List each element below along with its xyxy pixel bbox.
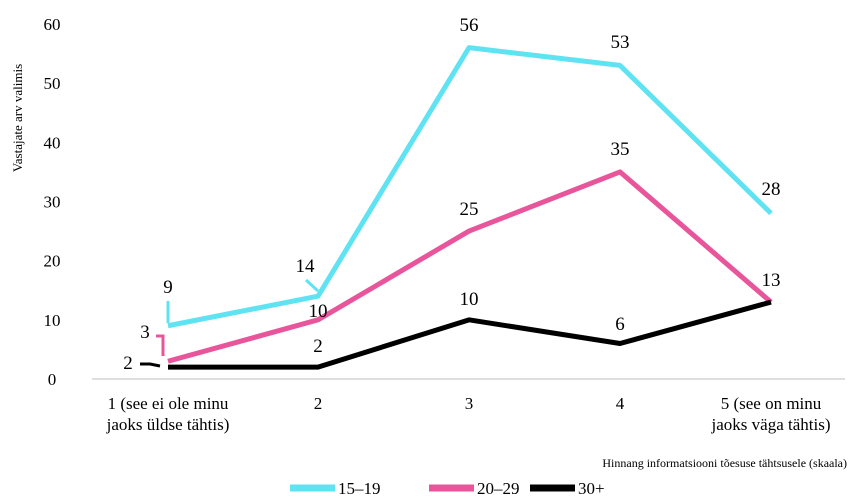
data-label: 10: [460, 289, 479, 310]
x-tick-label-line: 4: [616, 394, 625, 413]
legend-label: 20–29: [477, 479, 520, 497]
data-label: 28: [762, 179, 781, 200]
legend-item: 15–19: [290, 479, 381, 497]
leader-line: [140, 362, 161, 368]
y-tick-label: 10: [44, 311, 61, 330]
data-label: 10: [309, 301, 328, 322]
data-label: 53: [611, 32, 630, 53]
legend-item: 20–29: [429, 479, 520, 497]
data-label: 25: [460, 199, 479, 220]
series-line-1: [167, 169, 773, 364]
x-axis-ticks: 1 (see ei ole minu jaoks üldse tähtis) 2 3 4…: [106, 394, 831, 434]
x-tick-label-line: 3: [465, 394, 474, 413]
series-line-2: [168, 299, 772, 370]
y-tick-label: 60: [44, 15, 61, 34]
data-label: 13: [762, 270, 781, 291]
data-label: 2: [123, 353, 133, 374]
y-tick-label: 40: [44, 133, 61, 152]
data-label: 14: [296, 256, 316, 277]
y-tick-label: 0: [48, 370, 57, 389]
y-tick-label: 30: [44, 193, 61, 212]
y-axis-title: Vastajate arv valimis: [10, 64, 25, 172]
data-label: 56: [460, 15, 479, 36]
data-labels: 9 14 56 53 28 3 10 25 35 13 2 2 10 6: [123, 15, 780, 374]
x-tick-label-line: 2: [314, 394, 323, 413]
x-tick-label: 4: [616, 394, 625, 413]
x-tick-label: 1 (see ei ole minu jaoks üldse tähtis): [106, 394, 230, 434]
series-lines: [140, 45, 773, 370]
leader-line: [156, 334, 165, 356]
y-tick-label: 20: [44, 252, 61, 271]
y-tick-label: 50: [44, 74, 61, 93]
y-axis-ticks: 0 10 20 30 40 50 60: [44, 15, 61, 389]
data-label: 3: [140, 322, 150, 343]
legend-item: 30+: [530, 479, 605, 497]
data-label: 35: [611, 139, 630, 160]
x-tick-label-line: 1 (see ei ole minu: [108, 394, 229, 413]
x-tick-label-line: jaoks väga tähtis): [711, 415, 831, 434]
legend-label: 30+: [578, 479, 605, 497]
legend-label: 15–19: [338, 479, 381, 497]
x-tick-label-line: jaoks üldse tähtis): [106, 415, 230, 434]
data-label: 2: [313, 336, 323, 357]
data-label: 9: [163, 277, 173, 298]
x-tick-label: 2: [314, 394, 323, 413]
series-line-0: [167, 45, 773, 329]
leader-line: [304, 278, 320, 293]
x-axis-title: Hinnang informatsiooni tõesuse tähtsusel…: [602, 456, 847, 470]
data-label: 6: [615, 314, 625, 335]
x-tick-label: 3: [465, 394, 474, 413]
x-tick-label: 5 (see on minu jaoks väga tähtis): [711, 394, 831, 434]
x-tick-label-line: 5 (see on minu: [721, 394, 822, 413]
legend: 15–19 20–29 30+: [290, 479, 605, 497]
